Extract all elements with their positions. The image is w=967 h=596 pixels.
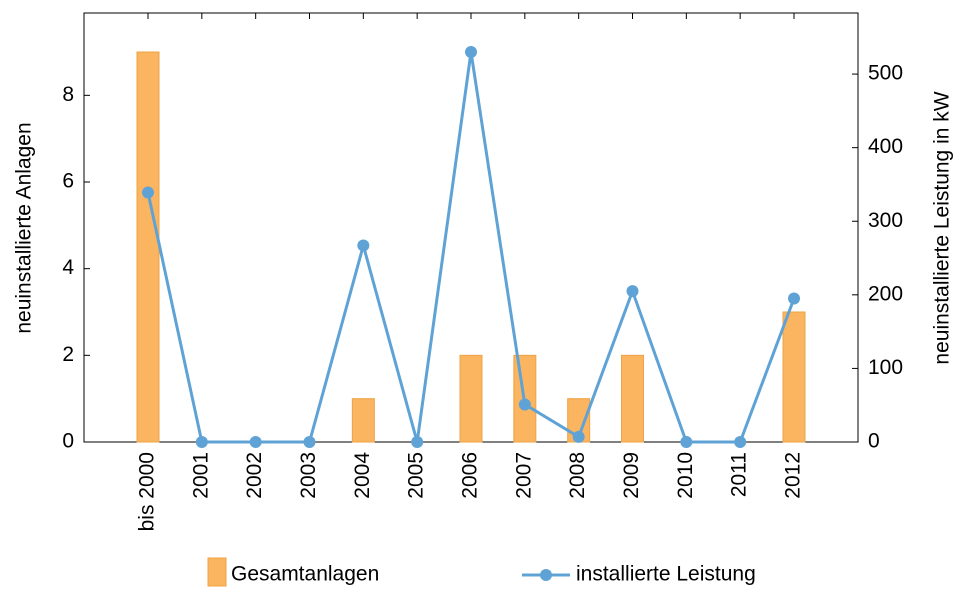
y2-tick-label: 0 (868, 430, 880, 453)
y-tick-label: 8 (62, 83, 74, 106)
bar (621, 354, 644, 443)
x-tick-label: 2012 (782, 452, 805, 499)
legend-swatch (207, 557, 227, 587)
x-tick-label: 2005 (405, 452, 428, 499)
y2-tick-label: 100 (868, 356, 903, 379)
y-tick-label: 6 (62, 170, 74, 193)
line-point (249, 436, 262, 448)
line-point (195, 436, 208, 448)
legend-label: Gesamtanlagen (231, 563, 379, 586)
x-tick-label: bis 2000 (136, 452, 159, 531)
x-tick-label: 2004 (351, 452, 374, 499)
y2-tick-label: 500 (868, 62, 903, 85)
x-tick-label: 2001 (189, 452, 212, 499)
legend-swatch (540, 569, 552, 581)
x-tick-label: 2009 (620, 452, 643, 499)
line-point (572, 430, 585, 443)
line-point (788, 292, 800, 305)
x-tick-label: 2010 (674, 452, 697, 499)
x-tick-label: 2003 (297, 452, 320, 499)
x-tick-label: 2008 (566, 452, 589, 499)
x-tick-label: 2011 (728, 452, 751, 497)
y2-axis-label: neuinstallierte Leistung in kW (931, 91, 954, 364)
bar (351, 398, 375, 443)
line-point (518, 398, 531, 411)
line-point (357, 239, 370, 252)
x-tick-label: 2002 (243, 452, 266, 499)
bar (782, 311, 806, 443)
y-tick-label: 4 (62, 256, 74, 279)
line-point (734, 436, 747, 448)
line-point (465, 46, 477, 58)
bar (136, 51, 160, 443)
x-tick-label: 2006 (459, 452, 482, 499)
x-tick-label: 2007 (512, 452, 535, 499)
line-point (303, 436, 316, 448)
y2-tick-label: 400 (868, 135, 903, 158)
y2-tick-label: 200 (868, 282, 903, 305)
line-point (142, 186, 154, 199)
y2-tick-label: 300 (868, 209, 903, 232)
bar (459, 354, 483, 443)
y-tick-label: 0 (62, 430, 74, 453)
line-point (411, 436, 424, 448)
line-point (626, 285, 639, 298)
legend-label: installierte Leistung (576, 563, 756, 586)
line-point (680, 436, 693, 448)
y-tick-label: 2 (62, 343, 74, 366)
y-axis-label: neuinstallierte Anlagen (13, 122, 36, 333)
